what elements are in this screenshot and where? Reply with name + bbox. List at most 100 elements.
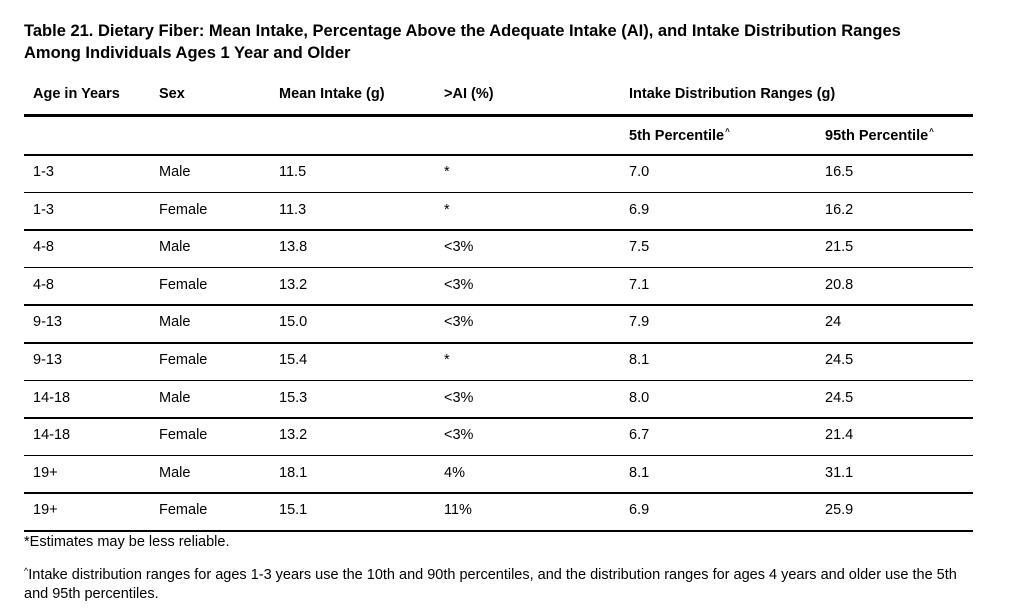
footnote-percentiles-text: Intake distribution ranges for ages 1-3 … bbox=[24, 567, 957, 602]
cell-age: 9-13 bbox=[33, 314, 63, 331]
header-mean-intake: Mean Intake (g) bbox=[279, 86, 385, 102]
cell-age: 19+ bbox=[33, 502, 58, 519]
caret-mark: ^ bbox=[725, 127, 730, 136]
header-5th-percentile: 5th Percentile^ bbox=[629, 127, 730, 144]
cell-age: 14-18 bbox=[33, 427, 71, 444]
cell-age: 1-3 bbox=[33, 201, 54, 218]
cell-above-ai: <3% bbox=[444, 239, 474, 256]
cell-95th-percentile: 31.1 bbox=[825, 464, 854, 481]
row-divider bbox=[24, 229, 973, 231]
cell-sex: Female bbox=[159, 276, 208, 293]
cell-sex: Female bbox=[159, 352, 208, 368]
cell-95th-percentile: 24.5 bbox=[825, 352, 854, 368]
row-divider bbox=[24, 266, 973, 269]
cell-95th-percentile: 21.5 bbox=[825, 239, 854, 256]
table-title: Table 21. Dietary Fiber: Mean Intake, Pe… bbox=[24, 20, 994, 64]
cell-sex: Male bbox=[159, 389, 191, 406]
cell-age: 19+ bbox=[33, 464, 58, 481]
cell-mean-intake: 11.3 bbox=[279, 201, 307, 218]
cell-5th-percentile: 8.1 bbox=[629, 464, 650, 481]
cell-above-ai: <3% bbox=[444, 427, 474, 444]
header-sex: Sex bbox=[159, 86, 185, 102]
cell-above-ai: <3% bbox=[444, 276, 474, 293]
table-row: 19+ Female 15.1 11% 6.9 25.9 bbox=[0, 493, 1024, 530]
cell-sex: Male bbox=[159, 464, 191, 481]
cell-mean-intake: 18.1 bbox=[279, 464, 308, 481]
cell-95th-percentile: 24 bbox=[825, 314, 842, 331]
cell-mean-intake: 15.1 bbox=[279, 502, 308, 519]
cell-above-ai: * bbox=[444, 201, 450, 218]
table-row: 4-8 Male 13.8 <3% 7.5 21.5 bbox=[0, 230, 1024, 267]
cell-sex: Male bbox=[159, 164, 191, 180]
row-divider bbox=[24, 492, 973, 494]
cell-age: 9-13 bbox=[33, 352, 63, 368]
cell-above-ai: * bbox=[444, 352, 450, 368]
cell-above-ai: <3% bbox=[444, 389, 474, 406]
header-95th-percentile-label: 95th Percentile bbox=[825, 128, 929, 144]
cell-95th-percentile: 16.2 bbox=[825, 201, 854, 218]
cell-sex: Male bbox=[159, 314, 191, 331]
cell-sex: Female bbox=[159, 427, 208, 444]
table-row: 1-3 Male 11.5 * 7.0 16.5 bbox=[0, 155, 1024, 192]
row-divider bbox=[24, 379, 973, 382]
header-distribution-ranges: Intake Distribution Ranges (g) bbox=[629, 86, 836, 102]
table-title-line-2: Among Individuals Ages 1 Year and Older bbox=[24, 44, 351, 62]
row-divider bbox=[24, 342, 973, 344]
table-row: 9-13 Female 15.4 * 8.1 24.5 bbox=[0, 343, 1024, 380]
cell-5th-percentile: 6.9 bbox=[629, 502, 650, 519]
cell-sex: Female bbox=[159, 201, 208, 218]
cell-95th-percentile: 24.5 bbox=[825, 389, 854, 406]
cell-5th-percentile: 6.9 bbox=[629, 201, 650, 218]
header-age: Age in Years bbox=[33, 86, 120, 102]
cell-mean-intake: 15.4 bbox=[279, 352, 308, 368]
cell-5th-percentile: 7.1 bbox=[629, 276, 650, 293]
cell-5th-percentile: 7.5 bbox=[629, 239, 650, 256]
row-divider bbox=[24, 191, 973, 194]
cell-mean-intake: 15.0 bbox=[279, 314, 308, 331]
cell-95th-percentile: 21.4 bbox=[825, 427, 854, 444]
cell-sex: Male bbox=[159, 239, 191, 256]
cell-age: 14-18 bbox=[33, 389, 71, 406]
cell-mean-intake: 15.3 bbox=[279, 389, 308, 406]
cell-age: 4-8 bbox=[33, 276, 54, 293]
table-row: 14-18 Female 13.2 <3% 6.7 21.4 bbox=[0, 418, 1024, 455]
cell-mean-intake: 13.2 bbox=[279, 276, 308, 293]
table-row: 9-13 Male 15.0 <3% 7.9 24 bbox=[0, 305, 1024, 342]
cell-mean-intake: 13.2 bbox=[279, 427, 308, 444]
cell-5th-percentile: 6.7 bbox=[629, 427, 650, 444]
table-row: 1-3 Female 11.3 * 6.9 16.2 bbox=[0, 193, 1024, 230]
table-title-line-1: Table 21. Dietary Fiber: Mean Intake, Pe… bbox=[24, 22, 901, 40]
footnote-reliability: *Estimates may be less reliable. bbox=[24, 534, 230, 550]
header-95th-percentile: 95th Percentile^ bbox=[825, 127, 934, 144]
table-row: 19+ Male 18.1 4% 8.1 31.1 bbox=[0, 456, 1024, 493]
cell-sex: Female bbox=[159, 502, 208, 519]
row-divider bbox=[24, 454, 973, 457]
table-row: 4-8 Female 13.2 <3% 7.1 20.8 bbox=[0, 268, 1024, 305]
row-divider bbox=[24, 154, 973, 156]
cell-above-ai: 4% bbox=[444, 464, 465, 481]
caret-mark: ^ bbox=[24, 566, 29, 576]
header-5th-percentile-label: 5th Percentile bbox=[629, 128, 725, 144]
cell-5th-percentile: 7.0 bbox=[629, 164, 650, 180]
cell-95th-percentile: 20.8 bbox=[825, 276, 854, 293]
row-divider bbox=[24, 304, 973, 306]
cell-5th-percentile: 8.0 bbox=[629, 389, 650, 406]
footnote-percentiles: ^Intake distribution ranges for ages 1-3… bbox=[24, 562, 984, 604]
cell-above-ai: 11% bbox=[444, 502, 472, 519]
row-divider bbox=[24, 417, 973, 419]
cell-mean-intake: 13.8 bbox=[279, 239, 308, 256]
cell-age: 4-8 bbox=[33, 239, 54, 256]
caret-mark: ^ bbox=[929, 127, 934, 136]
cell-5th-percentile: 7.9 bbox=[629, 314, 650, 331]
table-row: 14-18 Male 15.3 <3% 8.0 24.5 bbox=[0, 381, 1024, 418]
cell-5th-percentile: 8.1 bbox=[629, 352, 650, 368]
header-rule bbox=[24, 114, 973, 117]
cell-95th-percentile: 16.5 bbox=[825, 164, 854, 180]
cell-95th-percentile: 25.9 bbox=[825, 502, 854, 519]
cell-above-ai: * bbox=[444, 164, 450, 180]
cell-mean-intake: 11.5 bbox=[279, 164, 307, 180]
cell-above-ai: <3% bbox=[444, 314, 474, 331]
cell-age: 1-3 bbox=[33, 164, 54, 180]
row-divider bbox=[24, 530, 973, 532]
header-above-ai: >AI (%) bbox=[444, 86, 494, 102]
